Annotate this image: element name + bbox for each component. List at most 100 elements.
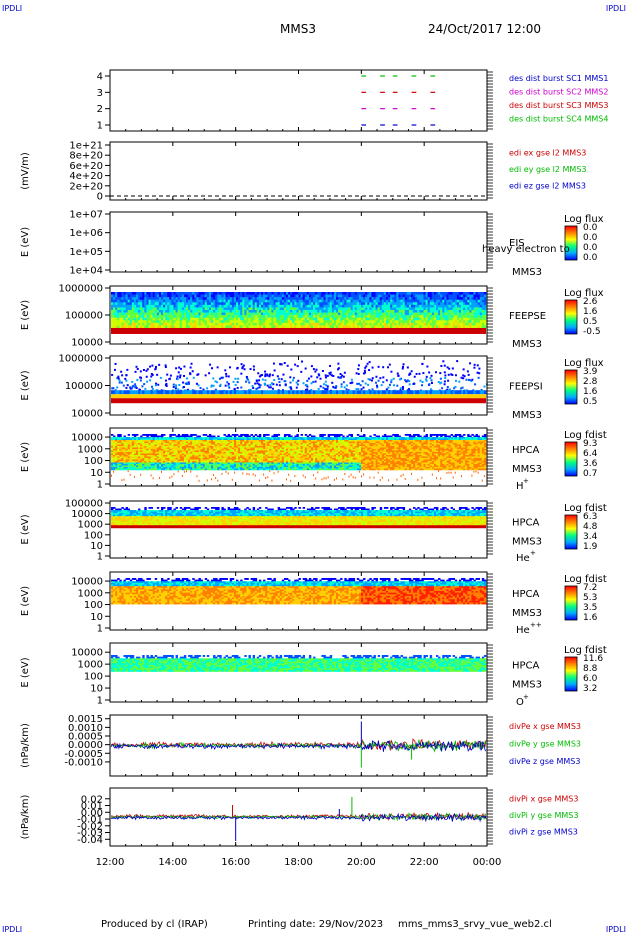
spectrogram-cell: [115, 448, 118, 451]
spectrogram-cell: [200, 307, 203, 311]
spectrogram-cell: [238, 457, 241, 460]
spectrogram-cell: [198, 442, 201, 445]
spectrogram-cell: [152, 462, 156, 465]
spectrogram-cell: [133, 438, 137, 441]
spectrogram-cell: [436, 294, 439, 298]
spectrogram-cell: [263, 292, 266, 295]
spectrogram-cell: [392, 377, 395, 380]
spectrogram-cell: [479, 294, 483, 298]
spectrogram-cell: [111, 292, 114, 295]
spectrogram-cell: [246, 294, 249, 298]
spectrogram-cell: [314, 380, 317, 383]
spectrogram-cell: [240, 439, 243, 442]
spectrogram-cell: [149, 365, 152, 368]
spectrogram-cell: [115, 439, 118, 442]
spectrogram-cell: [133, 475, 135, 478]
spectrogram-cell: [363, 307, 366, 311]
spectrogram-cell: [269, 386, 272, 389]
spectrogram-cell: [186, 297, 189, 301]
spectrogram-cell: [310, 388, 313, 391]
spectrogram-cell: [244, 441, 247, 444]
spectrogram-cell: [419, 304, 422, 308]
spectrogram-cell: [390, 309, 393, 313]
spectrogram-cell: [117, 435, 120, 438]
spectrogram-cell: [469, 312, 472, 316]
spectrogram-cell: [333, 390, 337, 395]
spectrogram-cell: [256, 292, 260, 295]
spectrogram-cell: [173, 473, 175, 476]
spectrogram-cell: [392, 307, 395, 311]
spectrogram-cell: [265, 309, 268, 313]
spectrogram-cell: [473, 294, 476, 298]
spectrogram-cell: [233, 465, 237, 468]
spectrogram-cell: [119, 462, 122, 465]
spectrogram-cell: [415, 317, 418, 321]
spectrogram-cell: [206, 456, 210, 459]
spectrogram-cell: [358, 390, 362, 395]
spectrogram-cell: [275, 304, 278, 308]
spectrogram-cell: [206, 454, 210, 457]
spectrogram-cell: [186, 294, 189, 298]
spectrogram-cell: [336, 309, 339, 313]
spectrogram-cell: [394, 322, 397, 326]
spectrogram-cell: [219, 325, 222, 329]
spectrogram-cell: [236, 466, 239, 469]
spectrogram-cell: [381, 325, 385, 329]
spectrogram-cell: [181, 435, 185, 438]
spectrogram-cell: [369, 304, 372, 308]
spectrogram-cell: [221, 465, 224, 468]
spectrogram-cell: [121, 307, 124, 311]
spectrogram-cell: [121, 374, 124, 377]
spectrogram-cell: [429, 315, 433, 318]
spectrogram-cell: [119, 307, 122, 311]
spectrogram-cell: [133, 307, 137, 311]
spectrogram-cell: [192, 441, 195, 444]
spectrogram-cell: [264, 379, 267, 382]
spectrogram-cell: [238, 448, 241, 451]
spectrogram-cell: [171, 462, 174, 465]
spectrogram-cell: [208, 453, 212, 456]
spectrogram-cell: [249, 368, 252, 371]
spectrogram-cell: [150, 447, 153, 450]
spectrogram-cell: [215, 390, 218, 395]
spectrogram-cell: [342, 297, 345, 301]
spectrogram-cell: [136, 463, 139, 466]
spectrogram-cell: [171, 441, 174, 444]
spectrogram-cell: [135, 365, 138, 368]
spectrogram-cell: [158, 294, 162, 298]
spectrogram-cell: [400, 297, 403, 301]
spectrogram-cell: [125, 379, 128, 382]
spectrogram-cell: [131, 292, 135, 295]
spectrogram-cell: [167, 438, 170, 441]
spectrogram-cell: [179, 463, 183, 466]
spectrogram-cell: [219, 292, 222, 295]
spectrogram-cell: [229, 307, 233, 311]
spectrogram-cell: [283, 292, 287, 295]
spectrogram-cell: [277, 304, 281, 308]
spectrogram-cell: [327, 317, 331, 321]
spectrogram-cell: [366, 362, 369, 365]
spectrogram-cell: [146, 451, 149, 454]
spectrogram-cell: [261, 294, 264, 298]
spectrogram-cell: [452, 292, 456, 295]
spectrogram-cell: [292, 312, 295, 316]
spectrogram-cell: [213, 454, 216, 457]
spectrogram-cell: [454, 304, 458, 308]
spectrogram-cell: [150, 441, 153, 444]
spectrogram-cell: [373, 299, 376, 303]
spectrogram-cell: [121, 453, 124, 456]
spectrogram-cell: [388, 363, 391, 366]
spectrogram-cell: [175, 441, 178, 444]
spectrogram-cell: [250, 299, 253, 303]
spectrogram-cell: [428, 371, 431, 374]
spectrogram-cell: [208, 434, 212, 436]
spectrogram-cell: [371, 307, 374, 311]
spectrogram-cell: [173, 466, 176, 469]
spectrogram-cell: [161, 307, 164, 311]
spectrogram-cell: [165, 312, 168, 316]
spectrogram-cell: [343, 371, 346, 374]
spectrogram-cell: [140, 448, 143, 451]
spectrogram-cell: [279, 302, 283, 306]
spectrogram-cell: [200, 294, 203, 298]
spectrogram-cell: [425, 375, 428, 378]
